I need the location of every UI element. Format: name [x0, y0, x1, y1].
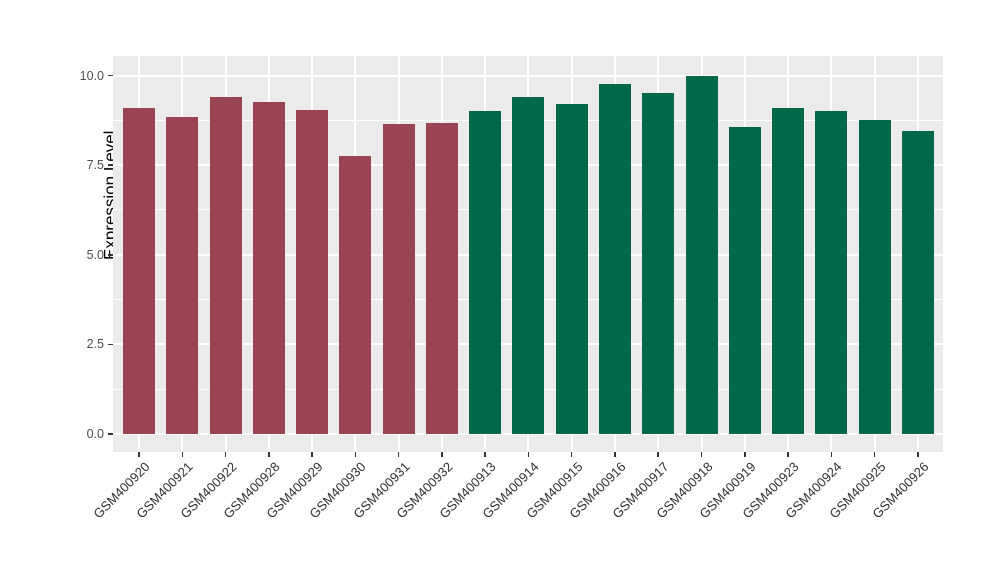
x-tick-mark [181, 452, 184, 457]
bar-GSM400917 [642, 93, 675, 434]
x-tick-mark [614, 452, 616, 457]
bar-GSM400923 [772, 107, 805, 434]
x-tick-mark [830, 452, 833, 457]
y-tick-label: 10.0 [79, 68, 104, 83]
bar-GSM400919 [728, 127, 761, 434]
x-tick-mark [268, 452, 270, 457]
y-tick-mark [108, 164, 113, 166]
bar-GSM400914 [512, 97, 545, 434]
y-tick-mark [108, 343, 113, 346]
x-tick-mark [787, 452, 789, 457]
x-tick-mark [441, 452, 443, 457]
y-tick-label: 7.5 [86, 158, 104, 173]
x-tick-mark [484, 452, 486, 457]
bar-GSM400930 [339, 156, 372, 434]
bar-GSM400922 [209, 97, 242, 434]
bar-GSM400932 [425, 122, 458, 434]
y-tick-mark [108, 433, 113, 435]
x-tick-mark [224, 452, 227, 457]
bar-GSM400918 [685, 75, 718, 434]
bar-GSM400926 [901, 131, 934, 434]
x-tick-mark [311, 452, 313, 457]
plot-panel [113, 56, 943, 452]
bar-GSM400920 [123, 107, 155, 434]
x-tick-mark [873, 452, 876, 457]
x-tick-mark [744, 452, 746, 457]
y-tick-label: 5.0 [86, 247, 104, 262]
x-tick-mark [527, 452, 530, 457]
x-tick-mark [570, 452, 573, 457]
bar-GSM400921 [166, 116, 199, 434]
y-tick-label: 0.0 [86, 427, 104, 441]
bar-GSM400924 [815, 111, 848, 434]
bar-GSM400916 [598, 84, 631, 434]
bar-GSM400929 [296, 109, 329, 434]
bar-GSM400913 [469, 111, 502, 434]
x-tick-mark [700, 452, 703, 457]
x-tick-mark [657, 452, 659, 457]
y-tick-mark [108, 74, 113, 77]
bar-GSM400928 [252, 102, 285, 434]
x-tick-mark [397, 452, 400, 457]
y-tick-mark [108, 254, 113, 256]
x-tick-mark [917, 452, 919, 457]
x-tick-mark [354, 452, 357, 457]
bar-GSM400925 [858, 120, 891, 434]
y-tick-label: 2.5 [86, 337, 104, 352]
bar-GSM400931 [382, 123, 415, 434]
x-tick-mark [138, 452, 140, 457]
bar-GSM400915 [555, 104, 588, 434]
